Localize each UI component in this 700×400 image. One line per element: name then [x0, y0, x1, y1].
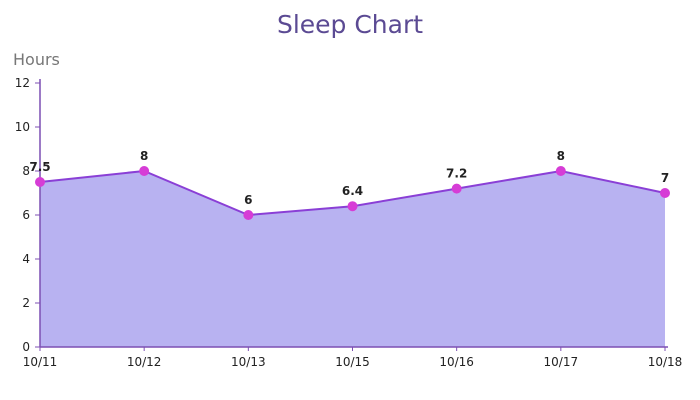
- y-axis-title: Hours: [13, 50, 60, 69]
- data-label: 8: [140, 149, 148, 163]
- y-tick-label: 8: [22, 164, 30, 178]
- y-tick-label: 0: [22, 340, 30, 354]
- data-point: [35, 177, 45, 187]
- chart-title: Sleep Chart: [276, 10, 424, 39]
- y-tick-label: 10: [15, 120, 30, 134]
- x-axis-ticks: 10/11 10/12 10/13 10/15 10/16 10/17 10/18: [23, 347, 683, 369]
- x-tick-label: 10/13: [231, 355, 266, 369]
- y-tick-label: 6: [22, 208, 30, 222]
- y-tick-label: 12: [15, 76, 30, 90]
- data-label: 7.2: [446, 167, 467, 181]
- x-tick-label: 10/16: [439, 355, 474, 369]
- data-label: 7.5: [29, 160, 50, 174]
- data-point: [347, 201, 358, 212]
- x-tick-label: 10/11: [23, 355, 58, 369]
- data-label: 7: [661, 171, 669, 185]
- data-point: [139, 166, 150, 176]
- data-label: 6.4: [342, 184, 363, 198]
- data-label: 6: [244, 193, 252, 207]
- y-tick-label: 4: [22, 252, 30, 266]
- data-point: [555, 166, 566, 176]
- data-point: [243, 210, 254, 220]
- y-axis-ticks: 0 2 4 6 8 10 12: [15, 76, 40, 354]
- data-labels: 7.5 8 6 6.4 7.2 8 7: [29, 149, 669, 207]
- data-label: 8: [557, 149, 565, 163]
- area-fill: [40, 171, 665, 347]
- x-tick-label: 10/15: [335, 355, 370, 369]
- y-tick-label: 2: [22, 296, 30, 310]
- x-tick-label: 10/12: [127, 355, 162, 369]
- data-point: [451, 183, 462, 194]
- x-tick-label: 10/17: [544, 355, 579, 369]
- x-tick-label: 10/18: [648, 355, 683, 369]
- data-point: [660, 188, 670, 198]
- data-points: [35, 166, 670, 220]
